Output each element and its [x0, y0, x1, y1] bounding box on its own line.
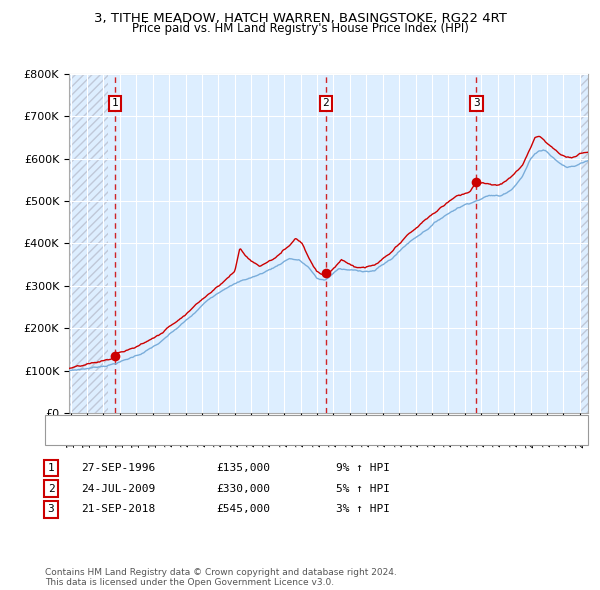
Text: £545,000: £545,000: [216, 504, 270, 514]
Text: Price paid vs. HM Land Registry's House Price Index (HPI): Price paid vs. HM Land Registry's House …: [131, 22, 469, 35]
Text: 3, TITHE MEADOW, HATCH WARREN, BASINGSTOKE, RG22 4RT (detached house): 3, TITHE MEADOW, HATCH WARREN, BASINGSTO…: [88, 418, 490, 428]
Text: 24-JUL-2009: 24-JUL-2009: [81, 484, 155, 493]
Text: 3, TITHE MEADOW, HATCH WARREN, BASINGSTOKE, RG22 4RT: 3, TITHE MEADOW, HATCH WARREN, BASINGSTO…: [94, 12, 506, 25]
Text: 5% ↑ HPI: 5% ↑ HPI: [336, 484, 390, 493]
Text: 2: 2: [323, 99, 329, 109]
Bar: [580, 74, 588, 413]
Text: 1: 1: [112, 99, 118, 109]
Text: 21-SEP-2018: 21-SEP-2018: [81, 504, 155, 514]
Text: 3: 3: [473, 99, 480, 109]
Text: 3% ↑ HPI: 3% ↑ HPI: [336, 504, 390, 514]
Bar: [69, 74, 109, 413]
Text: 9% ↑ HPI: 9% ↑ HPI: [336, 463, 390, 473]
Text: 3: 3: [47, 504, 55, 514]
Text: HPI: Average price, detached house, Basingstoke and Deane: HPI: Average price, detached house, Basi…: [88, 432, 391, 442]
Text: 2: 2: [47, 484, 55, 493]
Text: Contains HM Land Registry data © Crown copyright and database right 2024.
This d: Contains HM Land Registry data © Crown c…: [45, 568, 397, 587]
Text: £330,000: £330,000: [216, 484, 270, 493]
Text: £135,000: £135,000: [216, 463, 270, 473]
Text: 27-SEP-1996: 27-SEP-1996: [81, 463, 155, 473]
Text: 1: 1: [47, 463, 55, 473]
